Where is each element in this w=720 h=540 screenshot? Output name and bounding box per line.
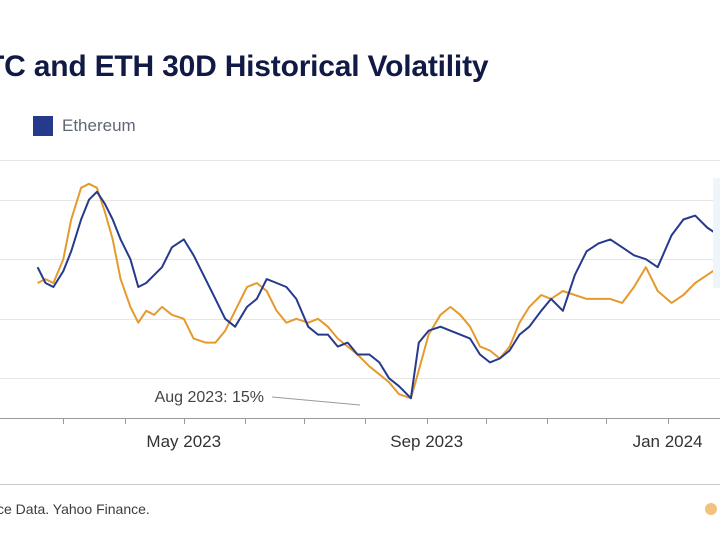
logo-mark xyxy=(705,503,717,515)
series-line-ethereum xyxy=(36,190,720,400)
annotation-label: Aug 2023: 15% xyxy=(155,389,264,406)
x-tick-label: Sep 2023 xyxy=(390,432,463,451)
x-tick-label: Jan 2024 xyxy=(633,432,703,451)
edge-decoration xyxy=(713,178,720,288)
grid-lines xyxy=(0,160,720,379)
chart-title: TC and ETH 30D Historical Volatility xyxy=(0,50,489,83)
legend: Ethereum xyxy=(33,116,136,136)
x-tick-label: May 2023 xyxy=(146,432,221,451)
legend-label-ethereum: Ethereum xyxy=(62,116,136,135)
series-line-orange xyxy=(37,182,720,400)
annotation: Aug 2023: 15% xyxy=(155,389,361,406)
annotation-leader-line xyxy=(271,396,361,406)
series-layer xyxy=(36,182,720,400)
footer-divider xyxy=(0,484,720,485)
legend-swatch-ethereum xyxy=(33,116,53,136)
x-axis: May 2023 Sep 2023 Jan 2024 xyxy=(0,418,720,451)
source-note: ce Data. Yahoo Finance. xyxy=(0,501,150,517)
